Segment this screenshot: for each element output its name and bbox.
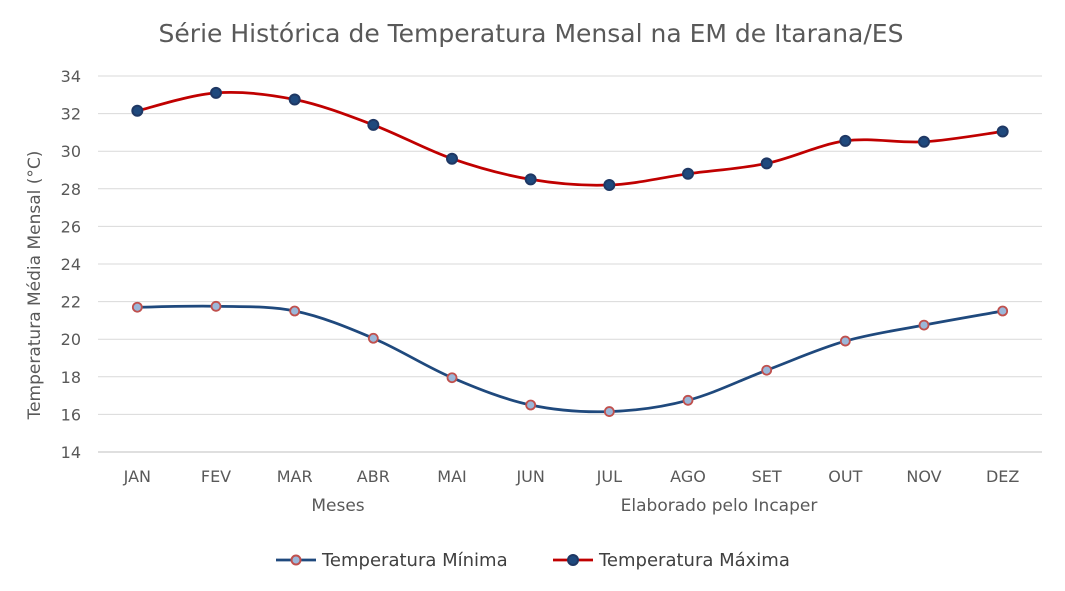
y-axis-label: Temperatura Média Mensal (°C) (25, 151, 45, 421)
y-axis-ticks: 14 16 18 20 22 24 26 28 30 32 34 (61, 67, 81, 462)
data-point-min (603, 406, 615, 417)
credit-annotation: Elaborado pelo Incaper (621, 496, 818, 516)
data-point-min (839, 335, 851, 347)
legend: Temperatura Mínima Temperatura Máxima (276, 550, 790, 571)
data-point-max (367, 118, 380, 131)
data-point-max (288, 93, 301, 106)
x-tick-label: ABR (357, 467, 390, 486)
data-point-max (603, 179, 616, 192)
y-tick-label: 16 (61, 405, 81, 424)
data-point-min (367, 332, 379, 344)
x-axis-label: Meses (311, 496, 364, 516)
x-tick-label: NOV (906, 467, 941, 486)
legend-label-max: Temperatura Máxima (598, 550, 790, 571)
data-point-min (525, 399, 537, 411)
y-tick-label: 22 (61, 293, 81, 312)
series-line-min (137, 304, 1003, 414)
data-point-max (682, 167, 694, 180)
data-point-min (131, 301, 143, 313)
y-tick-label: 26 (61, 217, 81, 236)
y-tick-label: 28 (61, 180, 81, 199)
data-point-min (761, 364, 773, 376)
data-point-max (210, 86, 222, 99)
data-point-max (839, 134, 852, 147)
y-tick-label: 14 (61, 443, 81, 462)
x-tick-label: DEZ (986, 467, 1019, 486)
chart-title: Série Histórica de Temperatura Mensal na… (159, 19, 904, 48)
gridlines (98, 75, 1042, 453)
data-point-max (760, 157, 773, 170)
legend-marker-min (290, 554, 302, 566)
y-tick-label: 24 (61, 255, 81, 274)
x-tick-label: SET (752, 467, 782, 486)
y-tick-label: 20 (61, 330, 81, 349)
data-point-min (682, 394, 694, 406)
data-point-min (289, 305, 301, 317)
legend-label-min: Temperatura Mínima (321, 550, 508, 571)
data-point-max (918, 135, 930, 148)
data-point-max (524, 173, 537, 186)
x-tick-label: JAN (123, 467, 151, 486)
y-tick-label: 34 (61, 67, 81, 86)
data-point-min (446, 372, 458, 384)
x-tick-label: FEV (201, 467, 231, 486)
series-line-max (136, 90, 1003, 187)
data-point-min (997, 305, 1009, 317)
data-point-max (131, 104, 144, 117)
data-point-max (996, 125, 1009, 138)
series-layer (131, 86, 1009, 417)
data-point-min (918, 319, 930, 331)
x-tick-label: MAI (437, 467, 466, 486)
x-tick-label: OUT (828, 467, 862, 486)
x-tick-label: MAR (277, 467, 313, 486)
data-point-min (210, 300, 222, 312)
y-tick-label: 30 (61, 142, 81, 161)
data-point-max (446, 152, 458, 165)
y-tick-label: 32 (61, 105, 81, 124)
y-tick-label: 18 (61, 368, 81, 387)
x-tick-label: JUL (596, 467, 622, 486)
legend-marker-max (567, 554, 579, 566)
x-tick-label: AGO (670, 467, 706, 486)
x-tick-label: JUN (515, 467, 544, 486)
x-axis-ticks: JAN FEV MAR ABR MAI JUN JUL AGO SET OUT NOV DEZ (123, 467, 1020, 486)
